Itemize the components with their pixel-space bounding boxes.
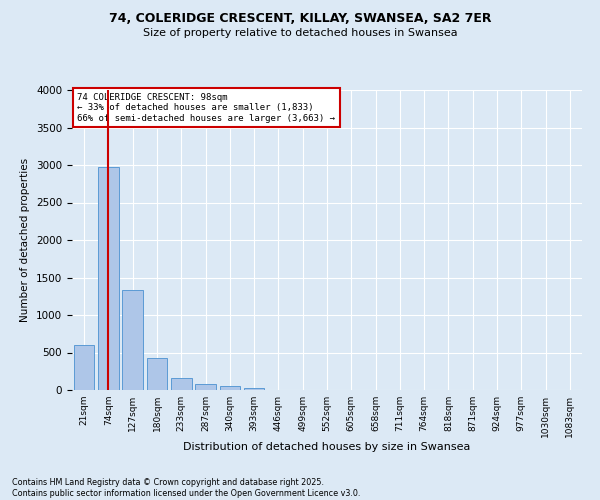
- Text: Distribution of detached houses by size in Swansea: Distribution of detached houses by size …: [184, 442, 470, 452]
- Bar: [146, 358, 167, 390]
- Text: Size of property relative to detached houses in Swansea: Size of property relative to detached ho…: [143, 28, 457, 38]
- Text: 74 COLERIDGE CRESCENT: 98sqm
← 33% of detached houses are smaller (1,833)
66% of: 74 COLERIDGE CRESCENT: 98sqm ← 33% of de…: [77, 93, 335, 123]
- Bar: [244, 388, 265, 390]
- Bar: [195, 384, 216, 390]
- Bar: [74, 345, 94, 390]
- Bar: [122, 290, 143, 390]
- Bar: [98, 167, 119, 390]
- Bar: [171, 378, 191, 390]
- Text: 74, COLERIDGE CRESCENT, KILLAY, SWANSEA, SA2 7ER: 74, COLERIDGE CRESCENT, KILLAY, SWANSEA,…: [109, 12, 491, 26]
- Text: Contains HM Land Registry data © Crown copyright and database right 2025.
Contai: Contains HM Land Registry data © Crown c…: [12, 478, 361, 498]
- Bar: [220, 386, 240, 390]
- Y-axis label: Number of detached properties: Number of detached properties: [20, 158, 31, 322]
